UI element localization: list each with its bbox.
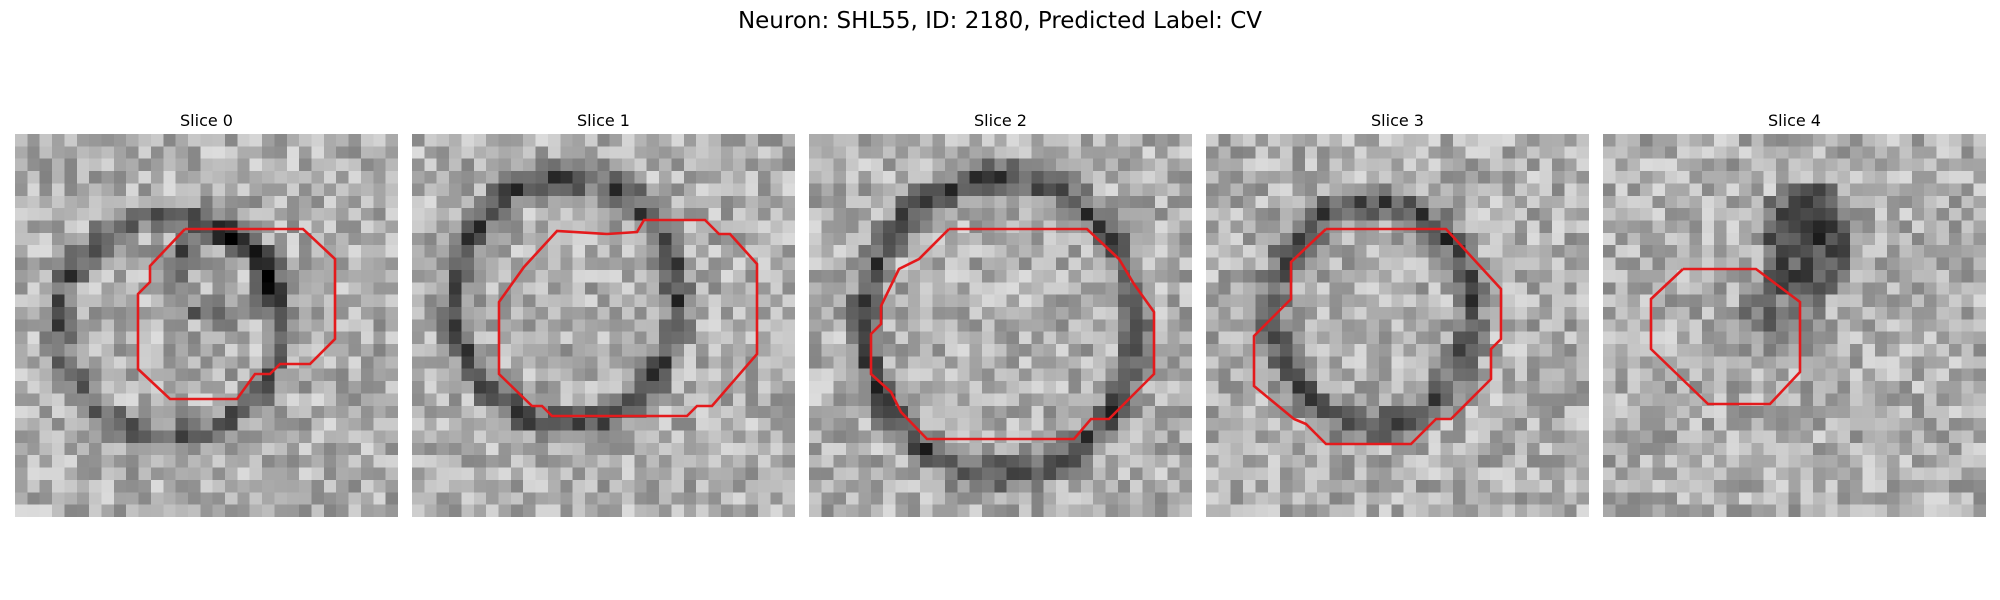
slice-image xyxy=(412,134,795,517)
slice-title: Slice 4 xyxy=(1768,111,1821,130)
slice-image xyxy=(15,134,398,517)
segmentation-contour xyxy=(136,227,337,401)
em-patch-canvas xyxy=(809,134,1192,517)
slice-title: Slice 3 xyxy=(1371,111,1424,130)
segmentation-contour xyxy=(1252,227,1503,446)
slice-panel-1: Slice 1 xyxy=(412,110,795,517)
em-patch-canvas xyxy=(412,134,795,517)
slice-image xyxy=(1206,134,1589,517)
slice-title: Slice 1 xyxy=(577,111,630,130)
slice-panel-3: Slice 3 xyxy=(1206,110,1589,517)
slice-panel-4: Slice 4 xyxy=(1603,110,1986,517)
segmentation-contour xyxy=(497,218,759,418)
slice-panel-2: Slice 2 xyxy=(809,110,1192,517)
em-patch-canvas xyxy=(1603,134,1986,517)
segmentation-contour xyxy=(869,227,1156,441)
slice-panel-0: Slice 0 xyxy=(15,110,398,517)
segmentation-contour xyxy=(1649,267,1802,406)
slice-title: Slice 2 xyxy=(974,111,1027,130)
em-patch-canvas xyxy=(1206,134,1589,517)
slice-image xyxy=(1603,134,1986,517)
slice-image xyxy=(809,134,1192,517)
slice-title: Slice 0 xyxy=(180,111,233,130)
figure-title: Neuron: SHL55, ID: 2180, Predicted Label… xyxy=(737,8,1263,34)
